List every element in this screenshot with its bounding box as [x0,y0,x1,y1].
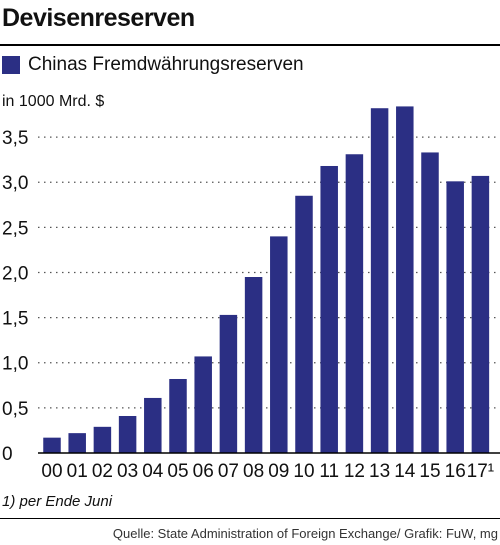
y-axis-unit-label: in 1000 Mrd. $ [2,93,104,110]
x-tick-label: 10 [293,461,314,482]
y-tick-label: 3,5 [2,128,28,149]
bar-chart: in 1000 Mrd. $ 0 0,5 1,0 1,5 2,0 2,5 3,0 3,5 00… [2,93,500,482]
x-tick-label: 00 [41,461,62,482]
y-tick-label: 3,0 [2,173,28,194]
bar [421,152,439,453]
y-tick-label: 0,5 [2,399,28,420]
bar [194,356,212,453]
x-tick-label: 13 [369,461,390,482]
x-tick-label: 01 [67,461,88,482]
x-tick-label: 08 [243,461,264,482]
x-tick-label: 16 [445,461,466,482]
x-tick-label: 05 [167,461,188,482]
y-tick-label: 2,5 [2,218,28,239]
bar [118,415,137,453]
legend: Chinas Fremdwährungsreserven [2,54,304,76]
x-tick-label: 14 [394,461,416,482]
bar [471,175,490,453]
x-tick-label: 07 [218,461,239,482]
source-note: Quelle: State Administration of Foreign … [112,526,498,541]
x-tick-label: 06 [193,461,214,482]
legend-swatch [2,56,20,74]
bar [345,154,364,453]
y-tick-label: 0 [2,444,13,465]
bar [244,277,263,453]
bar [295,195,313,453]
bar [446,181,464,454]
x-tick-label: 17¹ [467,461,494,482]
bar [396,106,414,454]
x-tick-label: 12 [344,461,365,482]
bar [219,314,238,453]
y-tick-label: 1,0 [2,354,28,375]
bar [43,437,61,453]
x-tick-label: 04 [142,461,164,482]
chart-title: Devisenreserven [2,4,195,32]
title-divider [0,44,500,46]
bar [320,165,338,453]
bar [169,378,187,453]
y-tick-label: 1,5 [2,309,28,330]
x-tick-label: 11 [319,461,339,482]
x-tick-label: 02 [92,461,113,482]
footer-divider [0,518,500,519]
x-tick-label: 15 [419,461,440,482]
legend-label: Chinas Fremdwährungsreserven [28,54,304,75]
bar [93,426,112,453]
bar [270,236,288,453]
footnote: 1) per Ende Juni [2,493,113,510]
x-tick-label: 03 [117,461,138,482]
x-tick-label: 09 [268,461,289,482]
bar [144,397,162,453]
bar [68,433,86,453]
bar [370,108,389,453]
y-tick-label: 2,0 [2,263,28,284]
